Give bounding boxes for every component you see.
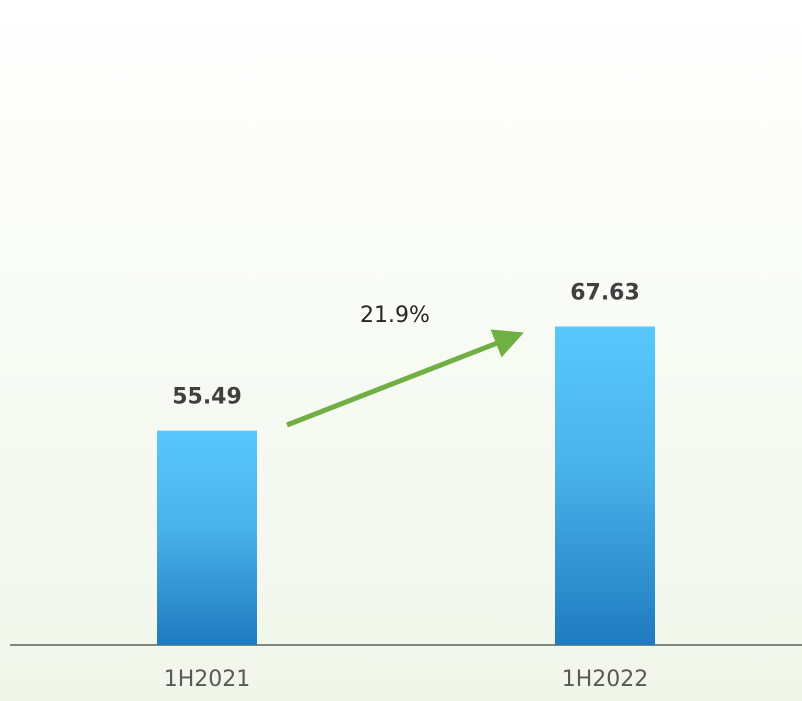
x-tick-label: 1H2021 [164,667,251,692]
bar [157,430,257,645]
value-label: 55.49 [172,385,242,410]
bar [555,326,655,645]
growth-arrow [286,329,524,428]
x-tick-label: 1H2022 [562,667,649,692]
growth-label: 21.9% [360,303,430,328]
value-label: 67.63 [570,281,640,306]
